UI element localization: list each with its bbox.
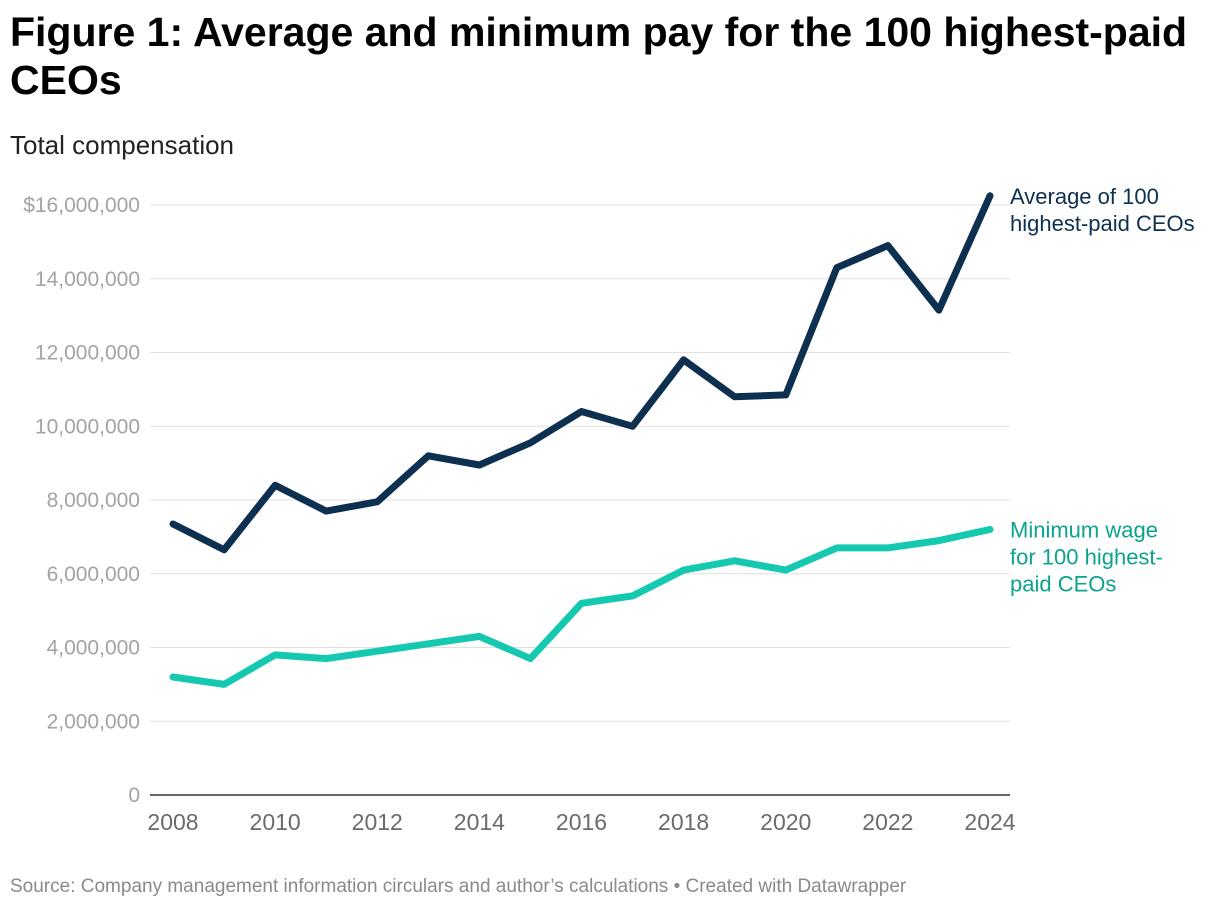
series-label: for 100 highest- (1010, 545, 1163, 570)
line-chart: $16,000,000 14,000,000 12,000,000 10,000,00… (23, 184, 1195, 835)
x-axis: 2008 2010 2012 2014 2016 2018 2020 2022 2024 (147, 809, 1015, 835)
y-tick-label: 14,000,000 (35, 268, 140, 291)
y-tick-label: 4,000,000 (47, 637, 140, 660)
series-label: paid CEOs (1010, 572, 1116, 597)
x-tick-label: 2014 (454, 809, 505, 835)
grid-lines (150, 204, 1010, 796)
x-tick-label: 2024 (964, 809, 1015, 835)
minimum-pay-line (169, 526, 994, 688)
series-lines (169, 192, 994, 688)
source-note: Source: Company management information c… (10, 876, 907, 897)
x-tick-label: 2016 (556, 809, 607, 835)
chart-title: Figure 1: Average and minimum pay for th… (10, 9, 1188, 103)
y-tick-label: 12,000,000 (35, 342, 140, 365)
y-tick-label: $16,000,000 (23, 194, 140, 217)
x-tick-label: 2008 (147, 809, 198, 835)
x-tick-label: 2020 (760, 809, 811, 835)
x-tick-label: 2012 (352, 809, 403, 835)
y-tick-label: 10,000,000 (35, 415, 140, 438)
x-tick-label: 2018 (658, 809, 709, 835)
series-label: Average of 100 (1010, 184, 1159, 209)
y-tick-label: 6,000,000 (47, 563, 140, 586)
y-axis: $16,000,000 14,000,000 12,000,000 10,000,00… (23, 194, 140, 807)
series-label: Minimum wage (1010, 518, 1158, 543)
x-tick-label: 2010 (250, 809, 301, 835)
y-tick-label: 8,000,000 (47, 489, 140, 512)
series-label: highest-paid CEOs (1010, 211, 1195, 236)
y-tick-label: 0 (128, 784, 140, 807)
y-tick-label: 2,000,000 (47, 710, 140, 733)
x-tick-label: 2022 (862, 809, 913, 835)
chart-subtitle: Total compensation (10, 130, 235, 160)
average-pay-line (169, 192, 994, 554)
